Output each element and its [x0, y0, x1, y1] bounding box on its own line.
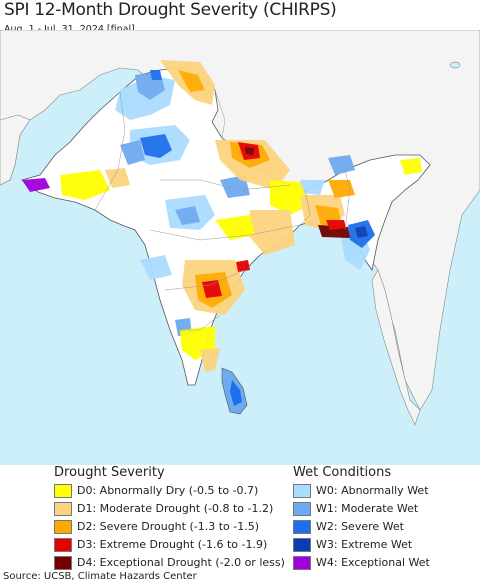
drought-map: [0, 30, 480, 465]
wet-legend-swatch: [293, 501, 311, 516]
drought-legend-label: D3: Extreme Drought (-1.6 to -1.9): [77, 538, 268, 551]
myanmar-coast: [371, 269, 421, 426]
drought-regions: [60, 60, 422, 372]
western-land: [0, 114, 31, 186]
wet-legend-item: W0: Abnormally Wet: [293, 482, 429, 499]
drought-legend-heading: Drought Severity: [54, 465, 165, 480]
wet-legend-label: W4: Exceptional Wet: [316, 556, 430, 569]
wet-legend-item: W2: Severe Wet: [293, 518, 404, 535]
drought-legend-item: D2: Severe Drought (-1.3 to -1.5): [54, 518, 259, 535]
wet-legend-item: W3: Extreme Wet: [293, 536, 412, 553]
wet-legend-label: W3: Extreme Wet: [316, 538, 413, 551]
drought-legend-swatch: [54, 519, 72, 534]
wet-legend-swatch: [293, 483, 311, 498]
wet-legend-heading: Wet Conditions: [293, 465, 392, 480]
drought-legend-item: D3: Extreme Drought (-1.6 to -1.9): [54, 536, 267, 553]
drought-legend-label: D2: Severe Drought (-1.3 to -1.5): [77, 520, 260, 533]
map-subtitle: Aug. 1 - Jul. 31, 2024 [final]: [4, 24, 135, 35]
wet-legend-label: W2: Severe Wet: [316, 520, 404, 533]
wet-legend-label: W1: Moderate Wet: [316, 502, 419, 515]
drought-legend-label: D4: Exceptional Drought (-2.0 or less): [77, 556, 285, 569]
wet-legend-swatch: [293, 519, 311, 534]
wet-legend-label: W0: Abnormally Wet: [316, 484, 429, 497]
drought-legend-item: D4: Exceptional Drought (-2.0 or less): [54, 554, 285, 571]
wet-legend-swatch: [293, 555, 311, 570]
wet-regions: [22, 70, 375, 336]
wet-legend-item: W4: Exceptional Wet: [293, 554, 430, 571]
drought-legend-swatch: [54, 537, 72, 552]
wet-legend-item: W1: Moderate Wet: [293, 500, 418, 517]
drought-legend-swatch: [54, 483, 72, 498]
drought-legend-swatch: [54, 501, 72, 516]
drought-legend-label: D1: Moderate Drought (-0.8 to -1.2): [77, 502, 274, 515]
drought-legend-item: D1: Moderate Drought (-0.8 to -1.2): [54, 500, 273, 517]
internal-borders: [94, 89, 351, 331]
source-text: Source: UCSB, Climate Hazards Center: [3, 571, 197, 582]
drought-legend-swatch: [54, 555, 72, 570]
wet-legend-swatch: [293, 537, 311, 552]
drought-legend-label: D0: Abnormally Dry (-0.5 to -0.7): [77, 484, 259, 497]
drought-legend-item: D0: Abnormally Dry (-0.5 to -0.7): [54, 482, 258, 499]
map-title: SPI 12-Month Drought Severity (CHIRPS): [4, 0, 337, 20]
